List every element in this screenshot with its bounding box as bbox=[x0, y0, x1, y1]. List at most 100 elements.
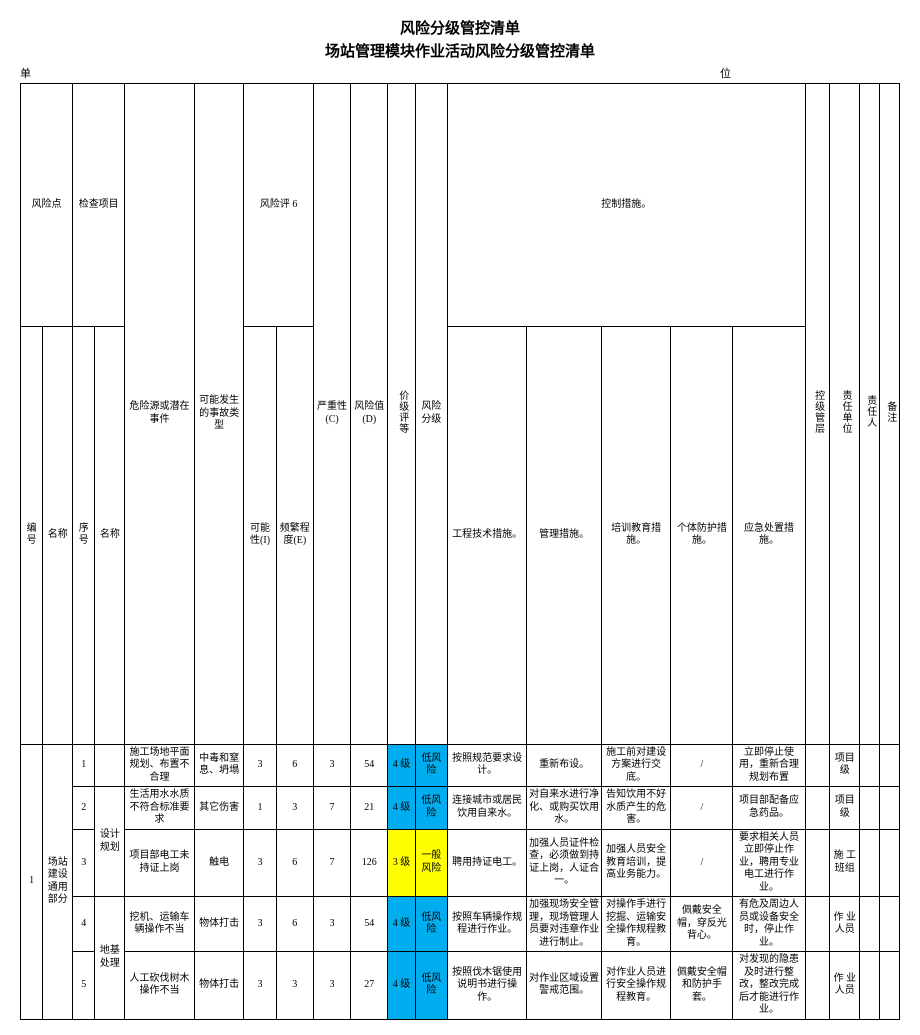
hdr-ctrl-group: 控制措施。 bbox=[447, 84, 805, 327]
table-row: 2设计规划生活用水水质不符合标准要求其它伤害137214 级低风险连接城市或居民… bbox=[21, 787, 900, 830]
cell-grade: 低风险 bbox=[415, 897, 447, 952]
cell-ctrl-level bbox=[805, 744, 830, 787]
table-row: 5人工砍伐树木操作不当物体打击333274 级低风险按照伐木锯使用说明书进行操作… bbox=[21, 952, 900, 1020]
cell-note bbox=[879, 787, 899, 830]
cell-m5: 要求相关人员立即停止作业，聘用专业电工进行作业。 bbox=[733, 829, 805, 897]
hdr-grade: 风险分级 bbox=[415, 84, 447, 745]
hdr-eval-group: 风险评 6 bbox=[244, 84, 314, 327]
meta-line: 单 位 bbox=[20, 65, 900, 81]
cell-ctrl-level bbox=[805, 787, 830, 830]
cell-seq: 2 bbox=[73, 787, 95, 830]
hdr-hazard: 危险源或潜在事件 bbox=[125, 84, 195, 745]
cell-val-d: 54 bbox=[351, 897, 388, 952]
meta-left: 单 bbox=[20, 65, 720, 81]
cell-level: 4 级 bbox=[388, 952, 415, 1020]
cell-val-c: 3 bbox=[313, 744, 350, 787]
cell-grade: 低风险 bbox=[415, 952, 447, 1020]
cell-resp-person bbox=[860, 829, 880, 897]
table-row: 4地基处理挖机、运输车辆操作不当物体打击363544 级低风险按照车辆操作规程进… bbox=[21, 897, 900, 952]
cell-val-i: 3 bbox=[244, 829, 276, 897]
cell-note bbox=[879, 744, 899, 787]
cell-hazard: 施工场地平面规划、布置不合理 bbox=[125, 744, 195, 787]
cell-resp-unit: 项目级 bbox=[830, 744, 860, 787]
hdr-m2: 管理措施。 bbox=[527, 327, 601, 744]
cell-seq: 4 bbox=[73, 897, 95, 952]
cell-hazard: 人工砍伐树木操作不当 bbox=[125, 952, 195, 1020]
cell-grade: 低风险 bbox=[415, 744, 447, 787]
hdr-m3: 培训教育措施。 bbox=[601, 327, 671, 744]
cell-resp-person bbox=[860, 897, 880, 952]
cell-level: 4 级 bbox=[388, 897, 415, 952]
cell-val-e: 6 bbox=[276, 829, 313, 897]
cell-m3: 施工前对建设方案进行交底。 bbox=[601, 744, 671, 787]
cell-val-d: 27 bbox=[351, 952, 388, 1020]
cell-ctrl-level bbox=[805, 952, 830, 1020]
cell-m3: 加强人员安全教育培训，提高业务能力。 bbox=[601, 829, 671, 897]
hdr-chk-name: 名称 bbox=[95, 327, 125, 744]
cell-m2: 对自来水进行净化、或购买饮用水。 bbox=[527, 787, 601, 830]
hdr-ctrl-level: 控级管层 bbox=[805, 84, 830, 745]
cell-m1: 聘用持证电工。 bbox=[447, 829, 526, 897]
cell-m5: 立即停止使用，重新合理规划布置 bbox=[733, 744, 805, 787]
cell-hazard: 生活用水水质不符合标准要求 bbox=[125, 787, 195, 830]
cell-ctrl-level bbox=[805, 829, 830, 897]
hdr-c: 严重性(C) bbox=[313, 84, 350, 745]
cell-m3: 对操作手进行挖掘、运输安全操作规程教育。 bbox=[601, 897, 671, 952]
hdr-name: 名称 bbox=[43, 327, 73, 744]
meta-right: 位 bbox=[720, 65, 900, 81]
cell-hazard: 挖机、运输车辆操作不当 bbox=[125, 897, 195, 952]
cell-m4: / bbox=[671, 744, 733, 787]
cell-val-i: 1 bbox=[244, 787, 276, 830]
table-row: 1场站建设通用部分1施工场地平面规划、布置不合理中毒和窒息、坍塌363544 级… bbox=[21, 744, 900, 787]
cell-resp-unit: 项目级 bbox=[830, 787, 860, 830]
cell-chk-name: 地基处理 bbox=[95, 897, 125, 1020]
hdr-accident: 可能发生的事故类型 bbox=[194, 84, 244, 745]
risk-table: 风险点 检查项目 危险源或潜在事件 可能发生的事故类型 风险评 6 严重性(C)… bbox=[20, 83, 900, 1020]
cell-ctrl-level bbox=[805, 897, 830, 952]
cell-accident: 触电 bbox=[194, 829, 244, 897]
table-row: 3项目部电工未持证上岗触电3671263 级一般风险聘用持证电工。加强人员证件检… bbox=[21, 829, 900, 897]
cell-accident: 中毒和窒息、坍塌 bbox=[194, 744, 244, 787]
cell-level: 4 级 bbox=[388, 787, 415, 830]
cell-accident: 其它伤害 bbox=[194, 787, 244, 830]
group-id: 1 bbox=[21, 744, 43, 1019]
cell-val-d: 126 bbox=[351, 829, 388, 897]
header-row-1: 风险点 检查项目 危险源或潜在事件 可能发生的事故类型 风险评 6 严重性(C)… bbox=[21, 84, 900, 327]
cell-m3: 对作业人员进行安全操作规程教育。 bbox=[601, 952, 671, 1020]
cell-m2: 加强现场安全管理，现场管理人员要对违章作业进行制止。 bbox=[527, 897, 601, 952]
cell-m2: 加强人员证件检查，必须做到持证上岗，人证合一。 bbox=[527, 829, 601, 897]
main-title: 风险分级管控清单 bbox=[20, 17, 900, 38]
cell-chk-name bbox=[95, 744, 125, 787]
cell-accident: 物体打击 bbox=[194, 952, 244, 1020]
cell-val-e: 3 bbox=[276, 787, 313, 830]
cell-m4: 佩戴安全帽和防护手套。 bbox=[671, 952, 733, 1020]
cell-m2: 对作业区域设置警戒范围。 bbox=[527, 952, 601, 1020]
cell-grade: 低风险 bbox=[415, 787, 447, 830]
cell-resp-person bbox=[860, 952, 880, 1020]
hdr-risk-point: 风险点 bbox=[21, 84, 73, 327]
cell-m1: 按照车辆操作规程进行作业。 bbox=[447, 897, 526, 952]
cell-val-i: 3 bbox=[244, 952, 276, 1020]
cell-resp-unit: 施 工班组 bbox=[830, 829, 860, 897]
cell-m5: 对发现的隐患及时进行整改，整改完成后才能进行作业。 bbox=[733, 952, 805, 1020]
cell-m4: 佩戴安全帽，穿反光背心。 bbox=[671, 897, 733, 952]
cell-note bbox=[879, 829, 899, 897]
cell-resp-person bbox=[860, 744, 880, 787]
cell-m5: 有危及周边人员或设备安全时，停止作业。 bbox=[733, 897, 805, 952]
cell-m4: / bbox=[671, 829, 733, 897]
cell-m1: 按照伐木锯使用说明书进行操作。 bbox=[447, 952, 526, 1020]
cell-accident: 物体打击 bbox=[194, 897, 244, 952]
cell-m5: 项目部配备应急药品。 bbox=[733, 787, 805, 830]
cell-seq: 3 bbox=[73, 829, 95, 897]
cell-level: 3 级 bbox=[388, 829, 415, 897]
cell-val-i: 3 bbox=[244, 744, 276, 787]
cell-m1: 按照规范要求设计。 bbox=[447, 744, 526, 787]
hdr-d: 风险值(D) bbox=[351, 84, 388, 745]
table-body: 1场站建设通用部分1施工场地平面规划、布置不合理中毒和窒息、坍塌363544 级… bbox=[21, 744, 900, 1019]
cell-resp-person bbox=[860, 787, 880, 830]
group-name: 场站建设通用部分 bbox=[43, 744, 73, 1019]
cell-seq: 5 bbox=[73, 952, 95, 1020]
hdr-resp-person: 责任人 bbox=[860, 84, 880, 745]
hdr-m4: 个体防护措施。 bbox=[671, 327, 733, 744]
hdr-id: 编号 bbox=[21, 327, 43, 744]
